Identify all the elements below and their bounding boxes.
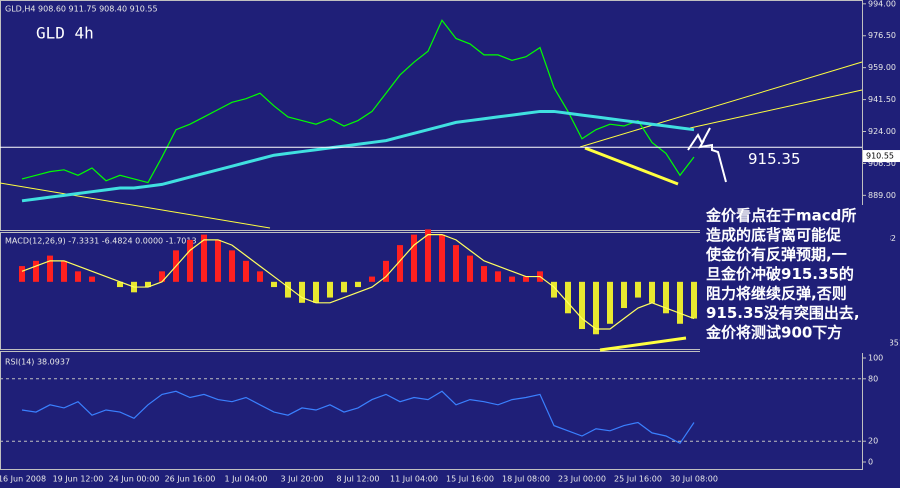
note-line: 造成的底背离可能促: [706, 226, 842, 244]
histogram-bar: [243, 260, 249, 282]
note-line: 金价看点在于macd所: [705, 207, 856, 225]
x-tick-label: 23 Jul 00:00: [558, 475, 606, 484]
x-tick-label: 24 Jun 00:00: [109, 475, 160, 484]
x-tick-label: 1 Jul 04:00: [225, 475, 268, 484]
histogram-bar: [579, 281, 585, 330]
line: [21, 109, 695, 203]
x-tick-label: 19 Jun 12:00: [53, 475, 104, 484]
y-tick-label: 976.50: [868, 31, 896, 40]
histogram-bar: [145, 281, 151, 288]
histogram-bar: [551, 281, 557, 298]
histogram-bar: [341, 281, 347, 293]
x-tick-label: 16 Jun 2008: [0, 475, 46, 484]
histogram-bar: [33, 260, 39, 282]
level-label: 915.35: [748, 150, 801, 168]
histogram-bar: [411, 234, 417, 282]
histogram-bar: [313, 281, 319, 303]
histogram-bar: [635, 281, 641, 298]
histogram-bar: [159, 271, 165, 282]
histogram-bar: [649, 281, 655, 303]
histogram-bar: [593, 281, 599, 335]
x-tick-label: 3 Jul 20:00: [281, 475, 324, 484]
histogram-bar: [75, 271, 81, 282]
macd-title: MACD(12,26,9) -7.3331 -6.4824 0.0000 -1.…: [5, 237, 197, 246]
current-price-box: [863, 150, 900, 163]
current-price: 910.55: [866, 152, 894, 161]
histogram-bar: [215, 239, 221, 282]
y-tick-label: 889.00: [868, 191, 896, 200]
arrows: [687, 127, 727, 183]
histogram-bar: [453, 245, 459, 282]
note-line: 使金价有反弹预期,一: [705, 246, 847, 264]
note-line: 旦金价冲破915.35的: [706, 265, 854, 283]
histogram-bar: [369, 276, 375, 282]
histogram-bar: [621, 281, 627, 309]
histogram-bar: [439, 234, 445, 282]
x-tick-label: 25 Jul 16:00: [614, 475, 662, 484]
y-tick-label: 80: [868, 374, 878, 383]
price-title: GLD,H4 908.60 911.75 908.40 910.55: [5, 5, 158, 14]
histogram-bar: [355, 281, 361, 288]
x-tick-label: 18 Jul 08:00: [502, 475, 550, 484]
histogram-bar: [299, 281, 305, 303]
histogram-bar: [607, 281, 613, 324]
histogram-bar: [257, 271, 263, 282]
histogram-bar: [691, 281, 697, 319]
note-line: 阻力将继续反弹,否则: [706, 285, 847, 303]
trend-lines: [0, 61, 863, 352]
note-line: 金价将测试900下方: [705, 324, 842, 342]
histogram-bar: [187, 239, 193, 282]
histogram-bar: [19, 266, 25, 282]
histogram-bar: [565, 281, 571, 314]
histogram-bar: [425, 229, 431, 282]
histogram-bar: [523, 276, 529, 282]
histogram-bar: [89, 276, 95, 282]
y-tick-label: 994.00: [868, 0, 896, 8]
histogram-bar: [663, 281, 669, 314]
histogram-bar: [467, 255, 473, 282]
histogram-bar: [397, 245, 403, 282]
histogram-bar: [201, 234, 207, 282]
histogram-bar: [117, 281, 123, 288]
x-tick-label: 11 Jul 04:00: [390, 475, 438, 484]
histogram-bar: [285, 281, 291, 298]
y-tick-label: 906.50: [868, 159, 896, 168]
histogram-bar: [47, 255, 53, 282]
y-tick-label: 20: [868, 437, 878, 446]
histogram-bar: [327, 281, 333, 298]
rsi-panel: [0, 351, 863, 470]
x-tick-label: 26 Jun 16:00: [165, 475, 216, 484]
line: [21, 19, 695, 184]
histogram-bar: [271, 281, 277, 288]
note-line: 915.35没有突围出去,: [706, 304, 860, 322]
y-tick-label: 0: [868, 458, 873, 467]
y-tick-label: 959.00: [868, 63, 896, 72]
histogram-bar: [495, 271, 501, 282]
line: [21, 234, 695, 330]
histogram-bar: [509, 276, 515, 282]
y-tick-label: 100: [868, 354, 883, 363]
price-panel: [0, 0, 863, 231]
histogram-bar: [677, 281, 683, 324]
histogram-bar: [383, 260, 389, 282]
y-tick-label: 924.00: [868, 127, 896, 136]
histogram-bar: [481, 266, 487, 282]
note-bg: [700, 205, 890, 353]
x-tick-label: 30 Jul 08:00: [670, 475, 718, 484]
histogram-bar: [229, 250, 235, 282]
x-tick-label: 8 Jul 12:00: [337, 475, 380, 484]
symbol-label: GLD 4h: [36, 24, 94, 43]
y-tick-label: 941.50: [868, 95, 896, 104]
histogram-bar: [61, 260, 67, 282]
x-tick-label: 15 Jul 16:00: [446, 475, 494, 484]
line: [21, 390, 695, 445]
rsi-title: RSI(14) 38.0937: [5, 358, 70, 367]
